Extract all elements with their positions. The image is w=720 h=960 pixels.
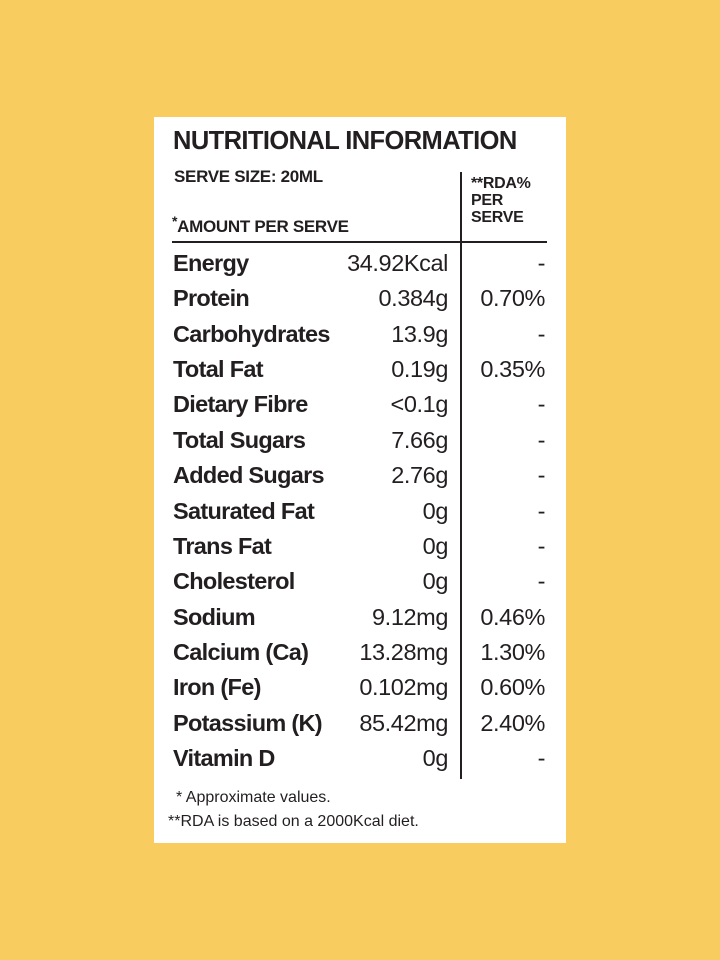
nutrient-name: Added Sugars <box>173 462 325 489</box>
nutrient-name: Sodium <box>173 603 256 630</box>
nutrient-name: Total Sugars <box>173 426 306 453</box>
asterisk: * <box>172 213 178 229</box>
nutrient-rda: 0.46% <box>480 603 545 630</box>
nutrient-rda: 0.60% <box>480 674 545 701</box>
amount-header: *AMOUNT PER SERVE <box>172 213 349 237</box>
nutrient-amount: 0g <box>422 568 449 595</box>
rda-header-line: SERVE <box>471 209 524 226</box>
nutrient-amount: 34.92Kcal <box>347 250 448 276</box>
table-row: Added Sugars 2.76g - <box>154 462 566 497</box>
nutrient-amount: 0.384g <box>378 285 449 312</box>
nutrient-amount: 13.28mg <box>359 638 448 665</box>
nutrient-rda: - <box>537 462 546 489</box>
nutrient-name: Total Fat <box>173 356 264 383</box>
nutrient-rda: - <box>537 320 546 347</box>
footnote-approximate: * Approximate values. <box>176 789 331 806</box>
table-row: Total Sugars 7.66g - <box>154 427 566 462</box>
nutrient-rda: - <box>537 250 546 276</box>
rda-header: **RDA% PER SERVE <box>471 175 531 226</box>
nutrient-name: Protein <box>173 285 250 312</box>
nutrient-amount: 2.76g <box>391 462 448 489</box>
nutrient-name: Cholesterol <box>173 568 295 595</box>
footnote-rda: **RDA is based on a 2000Kcal diet. <box>168 813 419 830</box>
nutrient-amount: 13.9g <box>391 320 448 347</box>
nutrient-rda: 2.40% <box>480 709 545 736</box>
table-row: Sodium 9.12mg 0.46% <box>154 604 566 639</box>
nutrition-label: NUTRITIONAL INFORMATION SERVE SIZE: 20ML… <box>154 117 566 843</box>
nutrient-rda: - <box>537 391 546 418</box>
nutrient-amount: 9.12mg <box>372 603 448 630</box>
nutrient-amount: 0.102mg <box>359 674 448 701</box>
nutrient-name: Calcium (Ca) <box>173 638 309 665</box>
nutrient-amount: 0g <box>422 745 449 772</box>
nutrient-rda: - <box>537 497 546 524</box>
label-title: NUTRITIONAL INFORMATION <box>173 127 517 155</box>
nutrient-rda: 0.70% <box>480 285 545 312</box>
nutrient-amount: <0.1g <box>390 391 449 418</box>
amount-header-text: AMOUNT PER SERVE <box>177 217 349 236</box>
nutrient-name: Trans Fat <box>173 532 272 559</box>
nutrient-amount: 0g <box>422 532 449 559</box>
table-row: Calcium (Ca) 13.28mg 1.30% <box>154 639 566 674</box>
table-row: Potassium (K) 85.42mg 2.40% <box>154 710 566 745</box>
nutrient-name: Iron (Fe) <box>173 674 261 701</box>
nutrient-name: Energy <box>173 250 249 276</box>
table-row: Vitamin D 0g - <box>154 745 566 780</box>
nutrient-rda: - <box>537 745 546 772</box>
nutrient-rda: 1.30% <box>480 638 545 665</box>
rda-header-line: **RDA% <box>471 175 531 192</box>
nutrient-table: Energy 34.92Kcal - Protein 0.384g 0.70% Carboh… <box>154 250 566 780</box>
table-row: Protein 0.384g 0.70% <box>154 285 566 320</box>
nutrient-rda: - <box>537 426 546 453</box>
rda-header-line: PER <box>471 192 503 209</box>
nutrient-rda: - <box>537 568 546 595</box>
serve-size: SERVE SIZE: 20ML <box>174 167 323 186</box>
column-divider <box>460 172 462 779</box>
nutrient-name: Carbohydrates <box>173 320 330 347</box>
nutrient-name: Saturated Fat <box>173 497 315 524</box>
table-row: Trans Fat 0g - <box>154 533 566 568</box>
nutrient-rda: - <box>537 532 546 559</box>
nutrient-amount: 85.42mg <box>359 709 448 736</box>
nutrient-name: Dietary Fibre <box>173 391 308 418</box>
table-row: Energy 34.92Kcal - <box>154 250 566 285</box>
nutrient-amount: 7.66g <box>391 426 448 453</box>
header-divider <box>172 241 547 243</box>
table-row: Carbohydrates 13.9g - <box>154 321 566 356</box>
nutrient-amount: 0g <box>422 497 449 524</box>
nutrient-name: Vitamin D <box>173 745 275 772</box>
table-row: Total Fat 0.19g 0.35% <box>154 356 566 391</box>
nutrient-name: Potassium (K) <box>173 709 323 736</box>
table-row: Dietary Fibre <0.1g - <box>154 391 566 426</box>
table-row: Saturated Fat 0g - <box>154 498 566 533</box>
table-row: Cholesterol 0g - <box>154 568 566 603</box>
nutrient-amount: 0.19g <box>391 356 448 383</box>
table-row: Iron (Fe) 0.102mg 0.60% <box>154 674 566 709</box>
nutrient-rda: 0.35% <box>480 356 545 383</box>
